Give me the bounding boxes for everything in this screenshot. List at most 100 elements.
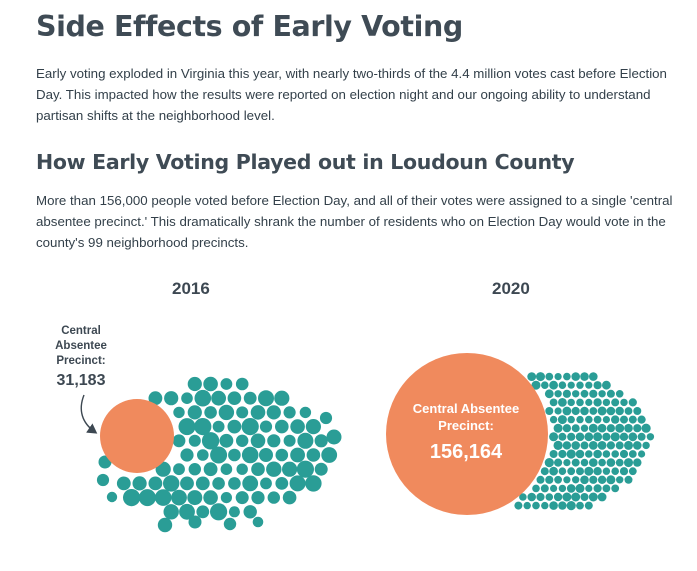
precinct-bubble [541,501,549,510]
precinct-bubble [259,448,273,462]
precinct-bubble [589,389,598,398]
precinct-bubble [314,462,328,476]
precinct-bubble [558,381,567,390]
precinct-bubble [180,448,194,462]
precinct-bubble [194,389,212,407]
precinct-bubble [549,450,558,458]
precinct-bubble [553,492,563,502]
precinct-bubble [624,440,633,450]
precinct-bubble [275,419,289,434]
precinct-bubble [241,446,259,464]
precinct-bubble [593,449,602,459]
precinct-bubble [228,477,241,490]
precinct-bubble [549,466,558,476]
precinct-bubble [188,463,201,476]
central-label-line: Central Absentee [412,401,520,416]
precinct-bubble [602,416,611,424]
precinct-bubble [567,467,576,476]
precinct-bubble [243,505,257,519]
precinct-bubble [297,432,314,449]
precinct-bubble [532,484,540,493]
precinct-bubble [589,407,598,415]
central-absentee-bubble-2016 [100,399,174,473]
precinct-bubble [554,390,562,398]
precinct-bubble [606,458,616,467]
precinct-bubble [558,398,567,407]
precinct-bubble [282,461,298,477]
precinct-bubble [585,381,593,389]
precinct-bubble [611,415,620,424]
precinct-bubble [544,458,554,468]
year-label-2020: 2020 [492,279,530,298]
precinct-bubble [633,441,642,450]
precinct-bubble [545,475,554,484]
precinct-bubble [549,432,559,442]
precinct-bubble [584,501,593,510]
central-label-line: Precinct: [56,355,106,367]
precinct-bubble [597,406,607,416]
precinct-bubble [558,484,567,493]
precinct-bubble [580,424,589,432]
precinct-bubble [197,449,209,461]
precinct-bubble [624,423,633,433]
precinct-bubble [96,473,110,487]
precinct-bubble [259,420,273,433]
precinct-bubble [566,449,576,459]
precinct-bubble [251,462,265,477]
precinct-bubble [624,458,633,468]
precinct-bubble [558,501,567,510]
precinct-bubble [536,492,545,502]
precinct-bubble [289,475,306,492]
pointer-arrow [80,394,98,434]
precinct-bubble [562,389,572,398]
precinct-bubble [250,405,266,420]
precinct-bubble [589,372,598,381]
precinct-bubble [606,389,615,398]
precinct-bubble [187,490,203,506]
precinct-bubble [171,489,187,506]
precinct-bubble [598,458,606,467]
precinct-bubble [536,372,545,382]
precinct-bubble [611,467,619,476]
precinct-bubble [179,503,195,520]
precinct-bubble [611,450,619,458]
precinct-bubble [580,458,589,467]
precinct-bubble [211,390,227,406]
precinct-bubble [585,398,593,406]
precinct-bubble [212,477,225,490]
precinct-bubble [575,432,585,442]
precinct-bubble [266,461,282,477]
precinct-bubble [549,398,558,407]
precinct-bubble [123,489,141,507]
precinct-bubble [619,449,629,459]
precinct-bubble [305,419,321,435]
precinct-bubble [580,493,589,501]
precinct-bubble [562,441,572,450]
section-paragraph: More than 156,000 people voted before El… [36,193,673,250]
precinct-bubble [212,420,225,433]
precinct-bubble [575,449,585,459]
precinct-bubble [220,378,233,390]
precinct-bubble [606,424,616,433]
precinct-bubble [241,418,259,436]
precinct-bubble [163,504,179,520]
central-absentee-label-2020: Central Absentee Precinct: [396,400,536,434]
precinct-bubble [588,492,598,502]
precinct-bubble [615,406,624,416]
precinct-bubble [296,460,314,478]
precinct-bubble [326,429,342,445]
precinct-bubble [545,493,554,501]
precinct-bubble [615,390,624,398]
precinct-bubble [283,434,296,447]
precinct-bubble [633,424,642,433]
precinct-bubble [519,493,527,501]
precinct-bubble [563,459,571,467]
precinct-bubble [220,463,233,476]
precinct-bubble [642,441,650,450]
precinct-bubble [188,515,202,529]
precinct-bubble [602,467,611,475]
year-label-2016: 2016 [172,279,210,298]
precinct-bubble [628,398,637,407]
precinct-bubble [597,423,607,433]
precinct-bubble [593,432,603,442]
